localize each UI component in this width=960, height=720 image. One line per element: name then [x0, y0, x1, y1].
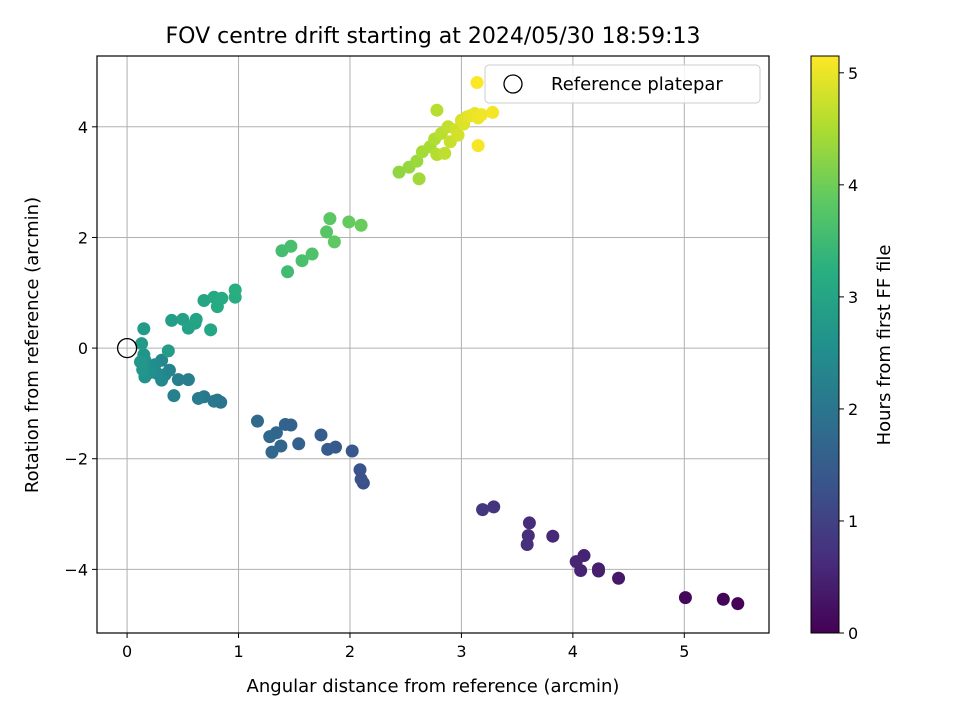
- data-point-98: [471, 139, 485, 153]
- data-point-13: [487, 500, 501, 514]
- grid: [97, 56, 769, 633]
- reference-marker-layer: [116, 337, 138, 359]
- data-point-17: [353, 463, 367, 477]
- data-point-66: [281, 265, 295, 279]
- data-point-54: [165, 313, 179, 327]
- data-point-27: [265, 445, 279, 459]
- data-point-10: [522, 516, 536, 530]
- colorbar-tick-label-5: 5: [848, 64, 858, 83]
- data-point-59: [197, 294, 211, 308]
- data-point-16: [354, 472, 368, 486]
- legend-reference-marker: [503, 74, 523, 94]
- colorbar-tick-label-4: 4: [848, 176, 858, 195]
- data-point-22: [292, 437, 306, 451]
- y-tick-label-2: 0: [78, 339, 88, 358]
- colorbar: 0 1 2 3 4 5 Hours from first FF file: [810, 55, 895, 643]
- data-point-28: [263, 430, 277, 444]
- data-point-70: [305, 247, 319, 261]
- data-point-14: [476, 503, 490, 517]
- data-point-71: [320, 225, 334, 239]
- data-point-1: [716, 592, 730, 606]
- data-point-74: [342, 215, 356, 229]
- reference-platepar-marker: [116, 337, 138, 359]
- data-point-32: [207, 394, 221, 408]
- y-tick-label-3: 2: [78, 228, 88, 247]
- data-point-85: [438, 146, 452, 160]
- y-tick-label-1: −2: [64, 450, 88, 469]
- legend-entry-reference: Reference platepar: [551, 74, 723, 95]
- y-axis-label: Rotation from reference (arcmin): [22, 197, 43, 493]
- data-point-0: [731, 597, 745, 611]
- x-tick-label-5: 5: [679, 642, 689, 661]
- colorbar-gradient: [810, 55, 840, 634]
- data-point-89: [451, 128, 465, 142]
- colorbar-label: Hours from first FF file: [874, 245, 895, 446]
- data-point-73: [327, 235, 341, 249]
- data-point-75: [354, 218, 368, 232]
- x-tick-label-0: 0: [122, 642, 132, 661]
- data-point-12: [520, 537, 534, 551]
- y-tick-label-4: 4: [78, 118, 88, 137]
- data-point-20: [321, 442, 335, 456]
- data-point-34: [191, 391, 205, 405]
- x-tick-label-2: 2: [345, 642, 355, 661]
- legend-box: [484, 64, 761, 104]
- data-point-3: [612, 571, 626, 585]
- data-point-36: [171, 373, 185, 387]
- data-point-5: [591, 564, 605, 578]
- x-tick-label-4: 4: [568, 642, 578, 661]
- data-point-68: [284, 239, 298, 253]
- data-point-2: [678, 591, 692, 605]
- y-axis-ticks: −4 −2 0 2 4: [64, 118, 97, 579]
- x-tick-label-3: 3: [456, 642, 466, 661]
- data-point-60: [204, 323, 218, 337]
- colorbar-tick-label-3: 3: [848, 288, 858, 307]
- x-tick-label-1: 1: [233, 642, 243, 661]
- data-point-96: [474, 108, 488, 122]
- data-point-72: [323, 212, 337, 226]
- data-point-69: [295, 254, 309, 268]
- data-point-37: [167, 389, 181, 403]
- x-axis-label: Angular distance from reference (arcmin): [247, 676, 620, 697]
- data-points: [133, 76, 745, 611]
- y-tick-label-0: −4: [64, 560, 88, 579]
- data-point-79: [412, 172, 426, 186]
- colorbar-tick-label-1: 1: [848, 512, 858, 531]
- data-point-65: [228, 283, 242, 297]
- data-point-8: [569, 555, 583, 569]
- chart-title: FOV centre drift starting at 2024/05/30 …: [166, 24, 701, 49]
- data-point-51: [135, 337, 149, 351]
- data-point-97: [486, 105, 500, 119]
- plot-frame: [96, 55, 770, 634]
- data-point-63: [215, 291, 229, 305]
- colorbar-tick-label-2: 2: [848, 400, 858, 419]
- data-point-35: [181, 373, 195, 387]
- data-point-53: [161, 344, 175, 358]
- data-point-9: [546, 529, 560, 543]
- x-axis-ticks: 0 1 2 3 4 5: [122, 633, 689, 661]
- legend: Reference platepar: [484, 64, 761, 104]
- data-point-24: [278, 417, 292, 431]
- data-point-21: [314, 428, 328, 442]
- data-point-50: [133, 355, 147, 369]
- data-point-29: [250, 414, 264, 428]
- data-point-99: [470, 76, 484, 90]
- data-point-100: [430, 103, 444, 117]
- data-point-78: [410, 154, 424, 168]
- data-point-58: [189, 312, 203, 326]
- data-point-52: [137, 322, 151, 336]
- colorbar-tick-label-0: 0: [848, 624, 858, 643]
- data-point-76: [392, 165, 406, 179]
- data-point-18: [345, 444, 359, 458]
- colorbar-ticks: 0 1 2 3 4 5: [839, 64, 858, 643]
